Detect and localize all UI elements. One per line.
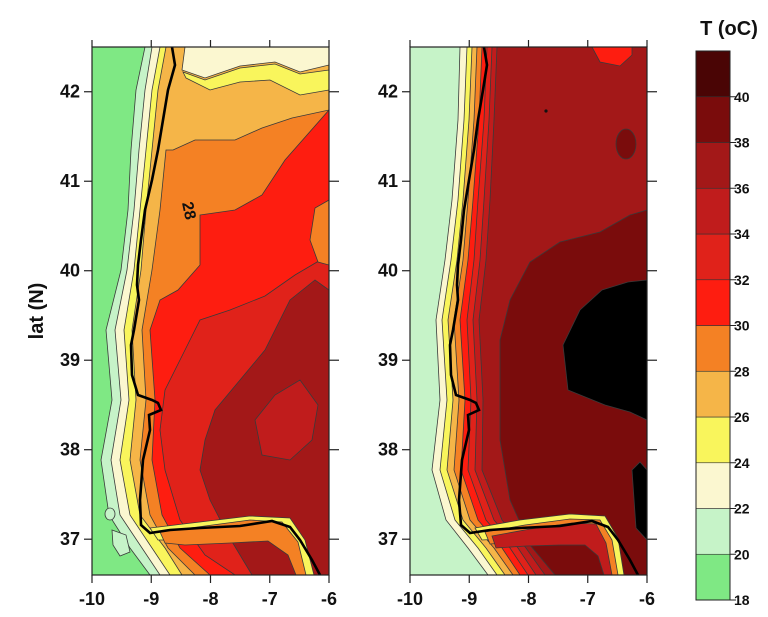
left-warm-core	[254, 379, 319, 461]
colorbar-swatch	[695, 142, 731, 189]
colorbar-swatch	[695, 508, 731, 555]
left-panel: 28 -10 -9 -8 -7 -6 37 38 39 40 41 42	[60, 40, 339, 609]
colorbar-tick-label: 20	[734, 546, 750, 562]
colorbar-swatch	[695, 233, 731, 281]
colorbar-swatch	[695, 50, 731, 98]
right-band-40	[562, 279, 647, 421]
left-south-orange	[159, 519, 307, 575]
right-hot-pocket	[615, 128, 637, 160]
colorbar-tick-label: 28	[734, 363, 750, 379]
right-xtick-label: -9	[461, 589, 477, 609]
colorbar-swatch	[695, 416, 731, 464]
left-north-cream	[181, 47, 329, 79]
right-coastline	[448, 47, 640, 575]
right-coast-dot	[544, 109, 548, 113]
colorbar-tick-label: 40	[734, 89, 750, 105]
left-ytick-label: 42	[60, 82, 80, 102]
left-ytick-label: 38	[60, 440, 80, 460]
right-xtick-label: -6	[639, 589, 655, 609]
left-contour-label: 28	[178, 200, 198, 221]
colorbar-tick-label: 34	[734, 226, 750, 242]
left-xtick-label: -10	[79, 589, 105, 609]
colorbar-swatch	[695, 187, 731, 235]
right-ytick-label: 42	[378, 82, 398, 102]
left-ticks: -10 -9 -8 -7 -6 37 38 39 40 41 42	[60, 40, 339, 609]
left-coastline	[129, 47, 322, 575]
right-black-south	[631, 461, 647, 541]
colorbar-swatch	[695, 553, 731, 601]
right-north-spot	[591, 47, 633, 67]
left-ytick-label: 40	[60, 261, 80, 281]
colorbar-swatch	[695, 279, 731, 326]
left-island-2	[111, 529, 131, 557]
left-ytick-label: 37	[60, 529, 80, 549]
colorbar-tick-label: 22	[734, 501, 750, 517]
left-xtick-label: -7	[262, 589, 278, 609]
colorbar-swatches	[695, 50, 731, 601]
colorbar-tick-label: 24	[734, 455, 750, 471]
colorbar-tick-label: 38	[734, 135, 750, 151]
right-xtick-label: -10	[397, 589, 423, 609]
colorbar-tick-label: 36	[734, 180, 750, 196]
right-ytick-label: 41	[378, 171, 398, 191]
left-xtick-label: -8	[202, 589, 218, 609]
left-xtick-label: -6	[321, 589, 337, 609]
colorbar-swatch	[695, 462, 731, 509]
right-ytick-label: 40	[378, 261, 398, 281]
colorbar: T (oC) 18 20 22 24 26 28 30 32 34 36 38 40	[695, 18, 758, 608]
colorbar-tick-label: 32	[734, 272, 750, 288]
right-ytick-label: 38	[378, 440, 398, 460]
right-ticks: -10 -9 -8 -7 -6 37 38 39 40 41 42	[378, 40, 657, 609]
right-xtick-label: -8	[520, 589, 536, 609]
left-temperature-field: 28	[92, 47, 329, 575]
y-axis-title: lat (N)	[26, 283, 48, 340]
right-ytick-label: 37	[378, 529, 398, 549]
colorbar-swatch	[695, 325, 731, 372]
colorbar-tick-label: 26	[734, 409, 750, 425]
right-ytick-label: 39	[378, 350, 398, 370]
colorbar-swatch	[695, 370, 731, 418]
left-ytick-label: 41	[60, 171, 80, 191]
colorbar-ticks: 18 20 22 24 26 28 30 32 34 36 38 40	[730, 89, 750, 608]
left-ytick-label: 39	[60, 350, 80, 370]
colorbar-title: T (oC)	[700, 18, 758, 40]
colorbar-tick-label: 18	[734, 592, 750, 608]
left-east-orange	[309, 199, 329, 266]
colorbar-swatch	[695, 96, 731, 143]
left-xtick-label: -9	[143, 589, 159, 609]
right-panel: -10 -9 -8 -7 -6 37 38 39 40 41 42	[378, 40, 657, 609]
left-island-1	[104, 507, 116, 521]
left-north-yellow	[182, 63, 329, 96]
colorbar-tick-label: 30	[734, 318, 750, 334]
right-temperature-field	[410, 47, 647, 575]
right-xtick-label: -7	[580, 589, 596, 609]
